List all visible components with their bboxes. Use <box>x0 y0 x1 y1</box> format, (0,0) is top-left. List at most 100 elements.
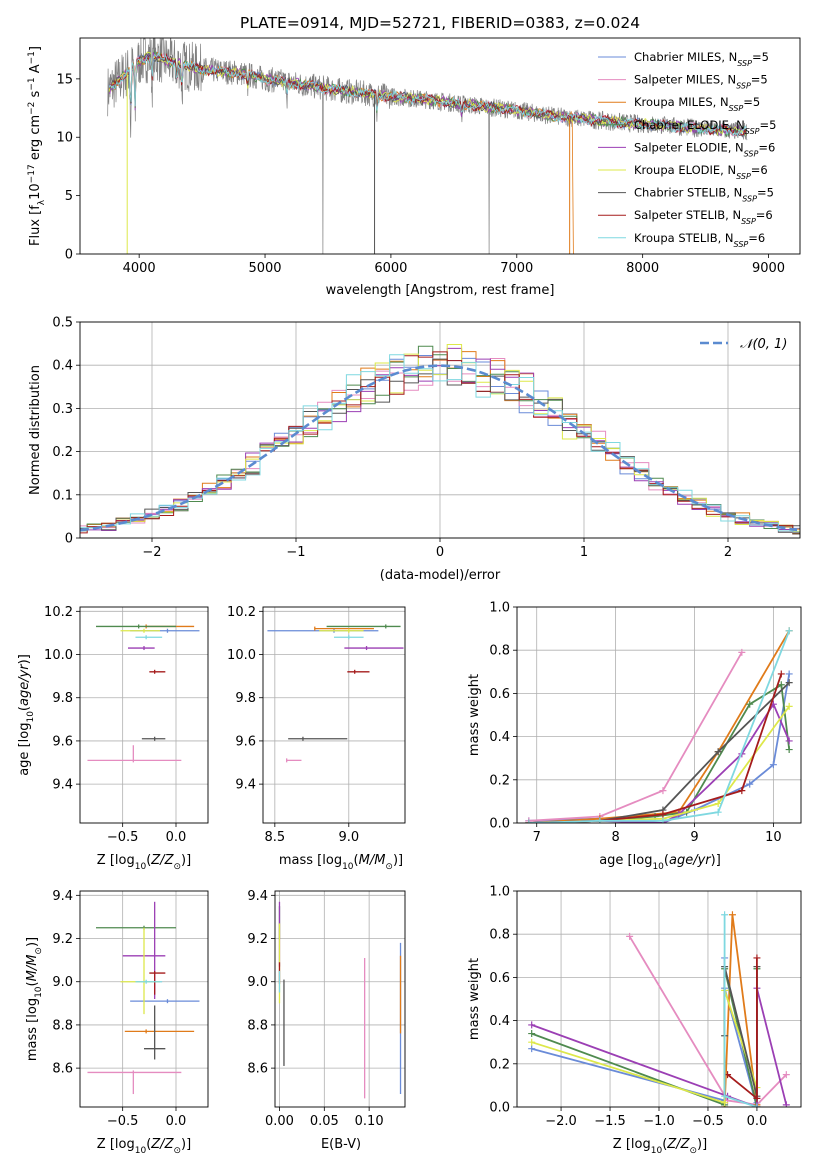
legend-entry: Kroupa MILES, NSSP=5 <box>634 95 760 113</box>
massweight-line <box>531 958 758 1107</box>
x-tick-label: 4000 <box>123 261 156 276</box>
plus-marker <box>728 911 736 919</box>
x-axis-label: Z [log10(Z/Z⊙)] <box>97 853 191 872</box>
legend: Chabrier MILES, NSSP=5 Salpeter MILES, NS… <box>598 50 776 248</box>
x-tick-label: −2 <box>142 545 161 560</box>
plus-marker <box>659 810 667 818</box>
errorbar-point <box>141 736 166 741</box>
axes-frame <box>79 606 209 824</box>
chart-massweight_vs_Z: −2.0 −1.5 −1.0 −0.5 0.0 0.0 0.2 0.4 0.6 0.8 1.0 Z [… <box>467 885 802 1156</box>
x-tick-label: 0.00 <box>265 1114 294 1129</box>
axes-frame <box>516 890 802 1108</box>
errorbar-point <box>128 646 155 651</box>
figure-title: PLATE=0914, MJD=52721, FIBERID=0383, z=0… <box>240 14 640 32</box>
y-tick-label: 10.0 <box>44 648 73 663</box>
plus-marker <box>659 787 667 795</box>
x-tick-label: 8.5 <box>264 830 285 845</box>
plot-area <box>107 38 748 254</box>
x-tick-label: −0.5 <box>107 1114 139 1129</box>
chart-age_vs_Z: −0.5 0.0 9.4 9.6 9.8 10.0 10.2 Z [log10(Z/Z⊙)] a… <box>17 605 209 872</box>
plus-marker <box>626 932 634 940</box>
y-axis-label: mass weight <box>467 674 482 756</box>
plus-marker <box>753 1094 761 1102</box>
plot-area <box>267 624 404 763</box>
plus-marker <box>596 817 604 823</box>
y-tick-label: 1.0 <box>489 885 510 900</box>
x-tick-label: 0.10 <box>355 1114 384 1129</box>
plus-marker <box>753 1103 761 1107</box>
y-tick-label: 10.2 <box>44 605 73 620</box>
x-axis-label: (data-model)/error <box>380 568 501 583</box>
axes-frame <box>274 890 406 1108</box>
plot-area <box>278 901 402 1099</box>
errorbar-point <box>334 635 364 640</box>
x-tick-label: 0.0 <box>166 830 187 845</box>
legend-entry: Chabrier ELODIE, NSSP=5 <box>634 118 776 136</box>
y-tick-label: 0.4 <box>489 730 510 745</box>
y-tick-label: 0.4 <box>489 1014 510 1029</box>
y-tick-label: 0.8 <box>489 644 510 659</box>
axes-frame <box>79 321 801 539</box>
y-tick-label: 9.4 <box>247 889 268 904</box>
x-axis-label: Z [log10(Z/Z⊙)] <box>613 1137 707 1156</box>
plus-marker <box>785 746 793 754</box>
plus-marker <box>525 819 533 823</box>
massweight-line <box>528 630 791 823</box>
plot-area <box>528 911 790 1107</box>
x-axis-label: age [log10(age/yr)] <box>599 853 721 872</box>
plus-marker <box>721 1092 729 1100</box>
y-tick-label: 8.6 <box>52 1062 73 1077</box>
errorbar-point <box>135 979 163 984</box>
x-tick-label: −1.5 <box>594 1114 626 1129</box>
errorbar-point <box>326 624 401 629</box>
plus-marker <box>782 1101 790 1107</box>
histogram-series <box>80 354 800 533</box>
plus-marker <box>528 1021 536 1029</box>
plus-marker <box>785 627 793 635</box>
chart-massweight_vs_age: 7 8 9 10 0.0 0.2 0.4 0.6 0.8 1.0 age [log10(age/yr… <box>467 601 802 872</box>
errorbar-point <box>149 669 166 674</box>
y-axis-label: age [log10(age/yr)] <box>17 654 36 776</box>
x-tick-label: 8000 <box>626 261 659 276</box>
errorbar-point <box>344 646 404 651</box>
y-tick-label: 0.2 <box>489 1057 510 1072</box>
axes-frame <box>262 606 406 824</box>
errorbar-point <box>286 758 302 763</box>
y-tick-label: 0.1 <box>52 488 73 503</box>
plus-marker <box>777 670 785 678</box>
errorbar-point <box>288 736 348 741</box>
y-tick-label: 9.4 <box>52 778 73 793</box>
plus-marker <box>785 670 793 678</box>
y-tick-label: 0.4 <box>52 359 73 374</box>
y-axis-label: mass weight <box>467 958 482 1040</box>
x-tick-label: 7000 <box>500 261 533 276</box>
y-tick-label: 9.6 <box>235 734 256 749</box>
y-tick-label: 0 <box>65 248 73 263</box>
y-tick-label: 9.8 <box>235 691 256 706</box>
y-tick-label: 0.2 <box>489 773 510 788</box>
y-axis-label: mass [log10(M/M⊙)] <box>25 937 44 1061</box>
y-tick-label: 9.4 <box>52 889 73 904</box>
legend-entry: Chabrier STELIB, NSSP=5 <box>634 186 774 204</box>
y-axis-label: Flux [fλ10−17 erg cm−2 s−1 A−1] <box>27 46 47 246</box>
plot-area <box>525 627 793 823</box>
x-tick-label: −1.0 <box>643 1114 675 1129</box>
x-tick-label: 9.0 <box>338 830 359 845</box>
y-tick-label: 0.2 <box>52 445 73 460</box>
plus-marker <box>769 761 777 769</box>
legend-entry: Salpeter ELODIE, NSSP=6 <box>634 140 775 158</box>
plus-marker <box>738 648 746 656</box>
chart-age_vs_mass: 8.5 9.0 9.4 9.6 9.8 10.0 10.2 mass [log10(M/M⊙)… <box>227 605 406 872</box>
y-axis-label: Normed distribution <box>28 365 43 495</box>
y-tick-label: 8.8 <box>52 1018 73 1033</box>
y-tick-label: 9.0 <box>247 975 268 990</box>
errorbar-point <box>87 745 182 763</box>
model-spectrum-line <box>108 52 747 137</box>
plus-marker <box>782 1071 790 1079</box>
x-tick-label: −0.5 <box>692 1114 724 1129</box>
axes-frame <box>516 606 802 824</box>
x-tick-label: 9000 <box>752 261 785 276</box>
y-tick-label: 0.0 <box>489 1101 510 1116</box>
errorbar-point <box>319 628 364 633</box>
x-tick-label: 8 <box>611 830 619 845</box>
